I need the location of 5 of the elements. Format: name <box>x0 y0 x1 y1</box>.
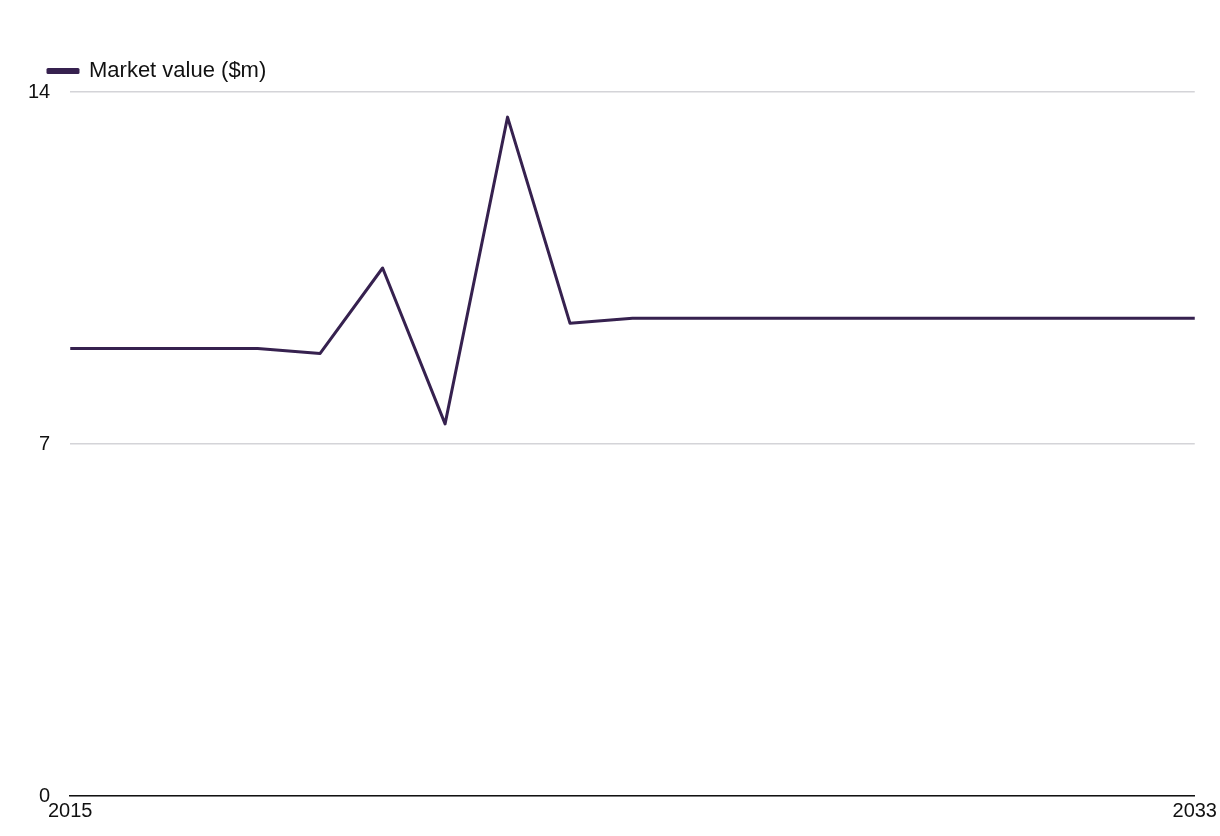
x-tick-label: 2033 <box>1172 798 1217 821</box>
legend-label: Market value ($m) <box>89 57 267 83</box>
y-tick-label: 7 <box>39 431 51 454</box>
y-tick-label: 14 <box>28 79 51 102</box>
x-tick-label: 2015 <box>48 798 93 821</box>
